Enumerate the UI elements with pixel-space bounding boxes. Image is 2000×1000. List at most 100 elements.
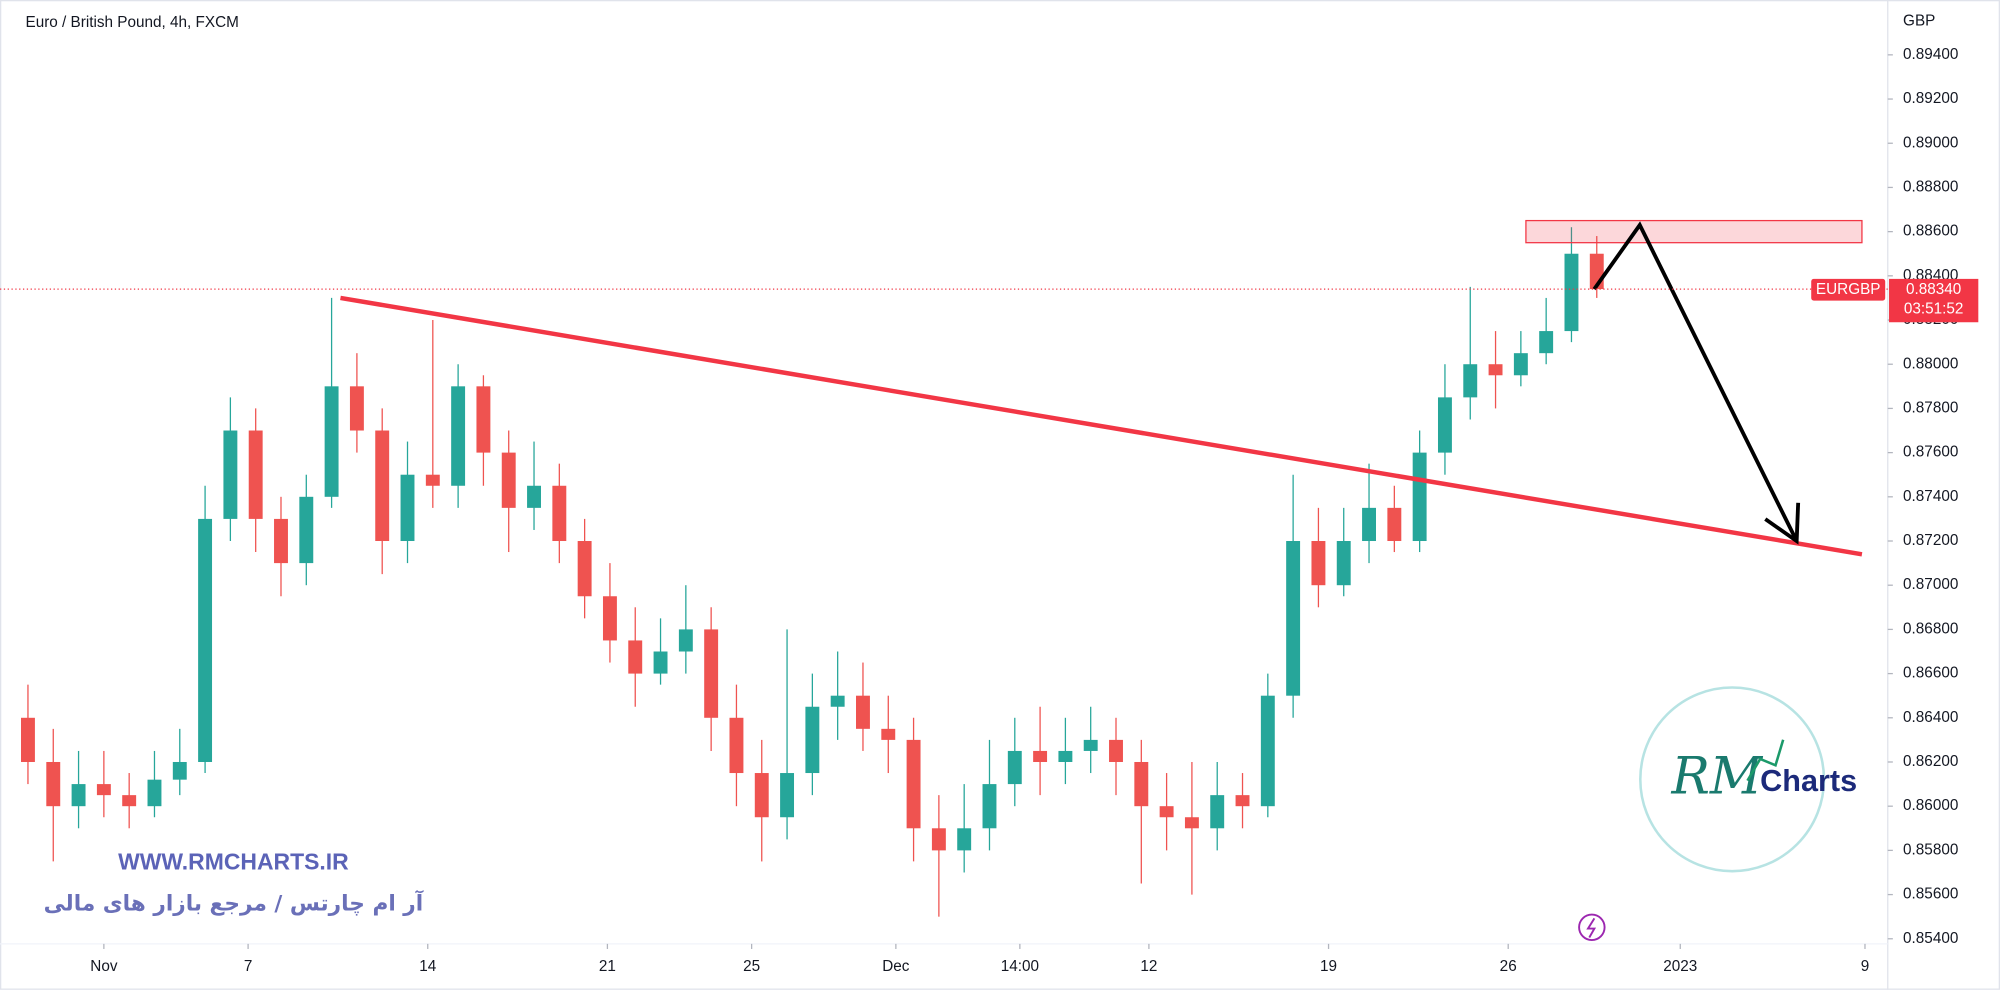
y-tick-label: 0.85400 — [1903, 930, 1958, 947]
candle-body — [830, 695, 845, 707]
candle-body — [198, 518, 213, 762]
candle-body — [1362, 507, 1376, 542]
candle-body — [223, 430, 238, 519]
candle-body — [602, 596, 617, 641]
candle-body — [678, 629, 693, 652]
arrow-head — [1764, 502, 1801, 545]
logo-circle — [1639, 686, 1826, 873]
candle-body — [780, 773, 795, 818]
y-tick-label: 0.89000 — [1903, 134, 1958, 151]
candle-body — [1159, 806, 1174, 818]
candle-body — [1184, 817, 1199, 829]
candle-body — [906, 739, 921, 829]
candle-body — [754, 773, 769, 818]
candle-body — [20, 717, 35, 762]
candle-body — [628, 640, 643, 674]
candle-body — [1109, 739, 1123, 762]
candle-body — [248, 430, 263, 519]
candle-body — [425, 474, 440, 486]
x-tick-label: 26 — [1500, 958, 1517, 975]
x-tick-label: Nov — [90, 958, 118, 975]
candle-body — [299, 496, 314, 564]
y-tick-label: 0.87000 — [1903, 576, 1958, 593]
candle-body — [1412, 452, 1427, 542]
candle-body — [982, 784, 997, 829]
x-tick-label: 25 — [743, 958, 760, 975]
candle-body — [1387, 507, 1402, 542]
y-tick-label: 0.88800 — [1903, 178, 1958, 195]
symbol-tag: EURGBP — [1816, 281, 1881, 298]
candle-body — [1260, 695, 1275, 807]
candle-body — [1058, 750, 1073, 762]
candle-body — [577, 541, 592, 597]
x-tick-label: Dec — [882, 958, 910, 975]
candle-body — [957, 828, 972, 851]
candle-body — [1488, 364, 1503, 376]
candle-body — [400, 474, 415, 542]
candle-body — [122, 795, 137, 807]
y-tick-label: 0.88000 — [1903, 355, 1958, 372]
x-tick-label: 9 — [1861, 958, 1870, 975]
y-tick-label: 0.86200 — [1903, 753, 1958, 770]
candle-body — [501, 452, 516, 508]
x-tick-label: 2023 — [1663, 958, 1697, 975]
candle-body — [805, 706, 820, 774]
symbol-tag-bg — [1811, 278, 1886, 301]
y-tick-label: 0.87800 — [1903, 399, 1958, 416]
candle-body — [46, 761, 61, 807]
x-tick-label: 21 — [599, 958, 616, 975]
candle-body — [552, 485, 567, 542]
candle-body — [451, 386, 466, 486]
candle-body — [1033, 750, 1048, 762]
y-tick-label: 0.87200 — [1903, 532, 1958, 549]
candle-body — [1286, 541, 1301, 696]
y-tick-label: 0.85600 — [1903, 886, 1958, 903]
x-tick-label: 19 — [1320, 958, 1337, 975]
countdown: 03:51:52 — [1904, 301, 1964, 318]
y-tick-label: 0.87400 — [1903, 488, 1958, 505]
trendline — [340, 295, 1863, 557]
candle-body — [1007, 750, 1022, 785]
projection-arrow — [1592, 221, 1799, 542]
candle-body — [881, 728, 896, 740]
candle-body — [96, 784, 111, 796]
candle-body — [147, 779, 162, 807]
y-tick-label: 0.89400 — [1903, 46, 1958, 63]
candle-body — [1336, 541, 1351, 586]
x-tick-label: 14 — [419, 958, 437, 975]
plot-area — [20, 219, 1863, 917]
candle-body — [1210, 795, 1225, 829]
x-tick-label: 12 — [1140, 958, 1157, 975]
candle-body — [476, 386, 491, 453]
candle-body — [1513, 353, 1528, 376]
candle-body — [1539, 331, 1554, 354]
candle-body — [1437, 397, 1452, 453]
y-tick-label: 0.87600 — [1903, 444, 1958, 461]
candle-body — [324, 386, 339, 497]
candle-body — [349, 386, 364, 431]
candle-body — [1463, 364, 1478, 398]
events-icon — [1578, 913, 1606, 942]
events-bolt — [1586, 917, 1597, 938]
candle-body — [1134, 761, 1149, 807]
candle-body — [729, 717, 744, 774]
candle-body — [1311, 541, 1326, 586]
candle-body — [653, 651, 668, 674]
y-tick-label: 0.86800 — [1903, 620, 1958, 637]
y-tick-label: 0.86400 — [1903, 709, 1958, 726]
currency-label: GBP — [1903, 13, 1935, 30]
candle-body — [375, 430, 390, 542]
candle-body — [1083, 739, 1098, 751]
y-tick-label: 0.89200 — [1903, 90, 1958, 107]
candle-body — [856, 695, 870, 729]
candle-body — [172, 761, 187, 780]
watermark-url: WWW.RMCHARTS.IR — [118, 849, 349, 875]
candle-body — [1564, 253, 1579, 332]
price-tag-bg — [1889, 278, 1979, 323]
chart-title: Euro / British Pound, 4h, FXCM — [26, 14, 239, 31]
candle-body — [1235, 795, 1250, 807]
y-tick-label: 0.86000 — [1903, 797, 1958, 814]
price-tag: 0.88340 — [1906, 281, 1961, 298]
